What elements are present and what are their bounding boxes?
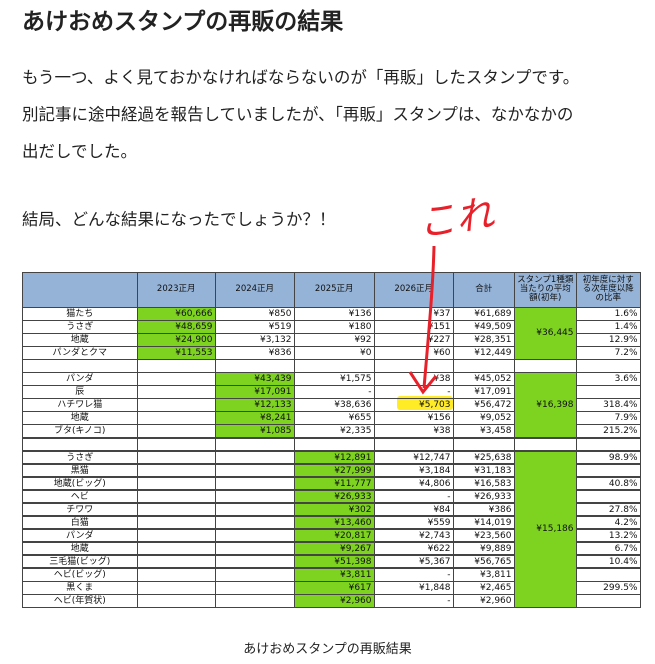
title: あけおめスタンプの再販の結果 [22, 9, 344, 35]
paragraph: 別記事に途中経過を報告していましたが、「再販」スタンプは、なかなかの [22, 105, 574, 124]
table-cell: ¥36,445 [514, 307, 577, 360]
paragraph: 出だしでした。 [22, 142, 138, 161]
paragraph: もう一つ、よく見ておかなければならないのが「再販」したスタンプです。 [22, 68, 580, 87]
table-cell: 2023正月 [137, 272, 216, 308]
table-cell: 初年度に対する次年度以降の比率 [576, 272, 641, 308]
caption: あけおめスタンプの再販結果 [243, 642, 412, 657]
table-cell: ¥16,398 [514, 372, 577, 438]
highlight [397, 396, 453, 410]
paragraph: 結局、どんな結果になったでしょうか？！ [22, 210, 336, 229]
table-cell: スタンプ1種類当たりの平均額(初年) [514, 272, 577, 308]
arrow [422, 245, 436, 389]
table-cell [22, 272, 138, 308]
annotation-text: これ [415, 191, 497, 245]
table-cell: ¥15,186 [514, 450, 577, 608]
arrow-head [408, 371, 438, 395]
